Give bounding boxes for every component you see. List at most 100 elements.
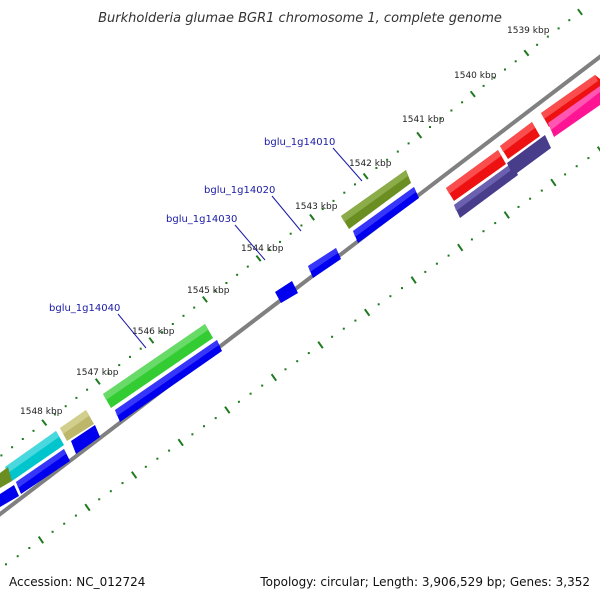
gene-leader-bglu-1g14010 (332, 147, 363, 182)
feature-slate-2[interactable] (507, 135, 551, 176)
minor-tick (296, 360, 299, 363)
cds-blue-4[interactable] (115, 340, 222, 422)
major-tick (457, 243, 464, 252)
feature-red-1[interactable] (446, 150, 506, 201)
scale-labels: 1539 kbp 1540 kbp 1541 kbp 1542 kbp 1543… (20, 26, 550, 417)
outer-tick-ring (0, 8, 583, 457)
feature-track-inner (0, 86, 600, 507)
major-tick (363, 308, 371, 317)
minor-tick (504, 68, 506, 71)
major-tick (202, 295, 208, 303)
minor-tick (342, 327, 345, 330)
minor-tick (470, 238, 473, 241)
minor-tick (118, 364, 121, 367)
major-tick (410, 276, 417, 284)
minor-tick (429, 126, 431, 128)
major-tick (37, 536, 45, 544)
major-tick (148, 337, 155, 344)
minor-tick (203, 425, 205, 428)
minor-tick (493, 76, 496, 79)
minor-tick (109, 490, 112, 493)
major-tick (177, 438, 184, 447)
cds-blue-5[interactable] (71, 425, 100, 454)
major-tick (41, 419, 48, 427)
minor-tick (407, 142, 410, 145)
gene-label-bglu-1g14030[interactable]: bglu_1g14030 (166, 214, 237, 225)
minor-tick (587, 157, 590, 160)
minor-tick (74, 514, 77, 517)
minor-tick (279, 240, 281, 243)
minor-tick (32, 429, 35, 432)
gene-leader-bglu-1g14030 (234, 224, 266, 261)
accession-text: Accession: NC_012724 (9, 575, 145, 589)
feature-red-2[interactable] (500, 122, 540, 159)
major-tick (130, 471, 138, 479)
minor-tick (214, 417, 217, 420)
minor-tick (64, 405, 67, 408)
minor-tick (268, 249, 271, 252)
feature-red-3[interactable] (541, 75, 600, 127)
minor-tick (171, 323, 174, 325)
scale-label-1545: 1545 kbp (187, 286, 230, 296)
major-tick (84, 503, 91, 512)
cds-blue-7[interactable] (0, 485, 19, 507)
feature-olive-small[interactable] (0, 467, 12, 488)
minor-tick (182, 314, 185, 317)
minor-tick (129, 355, 131, 358)
minor-tick (514, 60, 517, 63)
feature-green[interactable] (103, 324, 213, 408)
cds-blue-6[interactable] (16, 449, 70, 494)
gene-label-bglu-1g14010[interactable]: bglu_1g14010 (264, 137, 335, 148)
minor-tick (321, 208, 324, 211)
feature-slate-1[interactable] (454, 163, 518, 218)
feature-olive[interactable] (341, 170, 411, 229)
feature-khaki[interactable] (60, 410, 94, 441)
major-tick (523, 49, 530, 57)
cds-blue-3[interactable] (275, 281, 298, 303)
gene-label-bglu-1g14020[interactable]: bglu_1g14020 (204, 185, 275, 196)
minor-tick (300, 224, 303, 227)
scale-label-1541: 1541 kbp (402, 115, 445, 125)
minor-tick (11, 446, 14, 449)
minor-tick (107, 372, 110, 375)
minor-tick (289, 232, 292, 235)
minor-tick (156, 457, 159, 460)
major-tick (596, 146, 600, 152)
gene-label-bglu-1g14040[interactable]: bglu_1g14040 (49, 303, 120, 314)
minor-tick (546, 35, 549, 38)
major-tick (224, 406, 231, 414)
minor-tick (540, 189, 543, 192)
minor-tick (139, 347, 142, 350)
minor-tick (447, 254, 450, 257)
minor-tick (375, 167, 378, 169)
minor-tick (225, 282, 228, 284)
minor-tick (386, 158, 389, 161)
minor-tick (564, 173, 567, 176)
feature-track-outer (0, 75, 600, 488)
minor-tick (557, 27, 560, 30)
feature-magenta[interactable] (548, 86, 600, 137)
minor-tick (75, 396, 78, 399)
minor-tick (424, 270, 427, 273)
minor-tick (389, 295, 392, 298)
cds-blue-1[interactable] (353, 187, 419, 243)
map-title: Burkholderia glumae BGR1 chromosome 1, c… (98, 11, 502, 26)
minor-tick (28, 547, 31, 549)
minor-tick (121, 482, 124, 485)
minor-tick (343, 191, 346, 194)
inner-tick-ring (5, 146, 600, 566)
minor-tick (161, 331, 164, 334)
scale-label-1543: 1543 kbp (295, 202, 338, 212)
major-tick (270, 373, 278, 382)
feature-cyan[interactable] (5, 431, 64, 481)
scale-label-1540: 1540 kbp (454, 71, 497, 81)
minor-tick (284, 368, 287, 371)
scale-label-1548: 1548 kbp (20, 407, 63, 417)
minor-tick (63, 522, 66, 525)
minor-tick (450, 109, 453, 112)
minor-tick (396, 150, 399, 153)
cds-blue-2[interactable] (308, 248, 341, 278)
minor-tick (377, 303, 380, 306)
backbone-line (0, 54, 600, 517)
